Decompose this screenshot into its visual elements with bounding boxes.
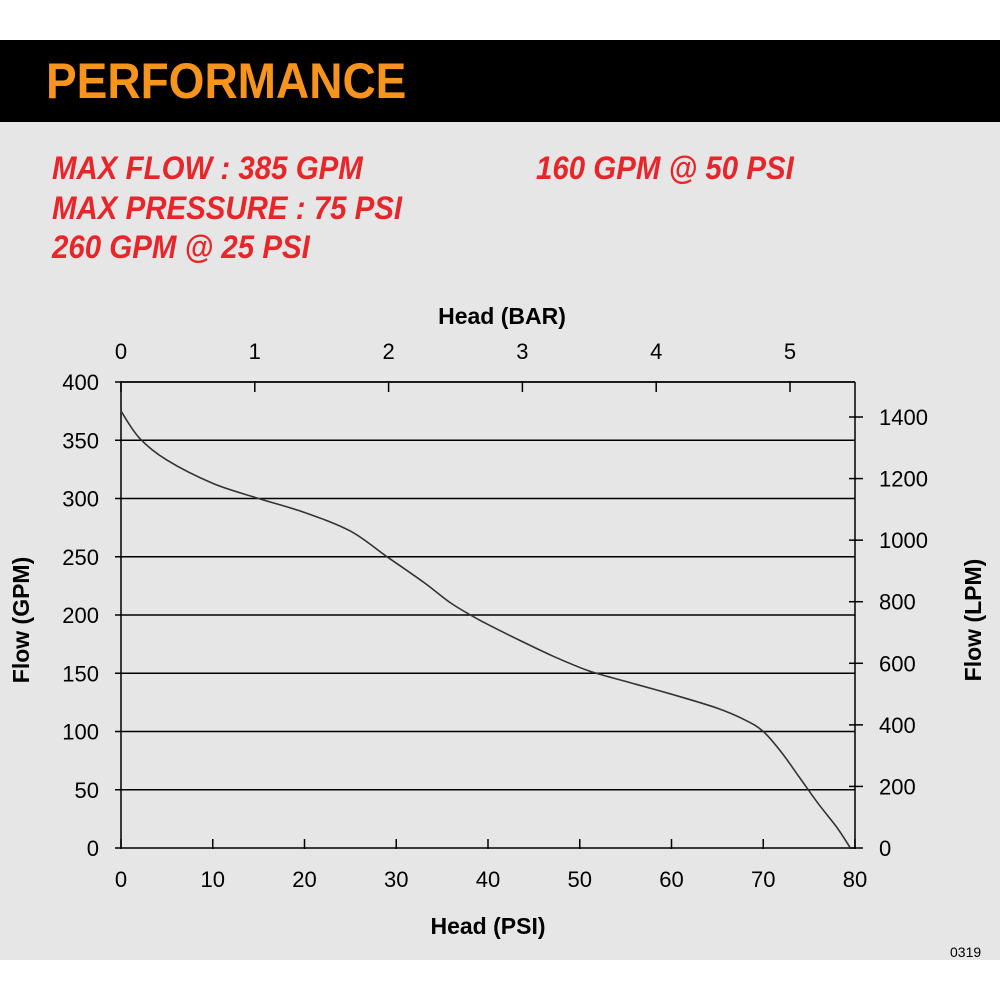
x-tick-label-40: 40 [476,867,500,892]
chart-panel [0,122,1000,960]
y2-tick-label-600: 600 [879,651,916,676]
x-tick-label-70: 70 [751,867,775,892]
y2-tick-label-1400: 1400 [879,405,928,430]
y2-tick-label-400: 400 [879,713,916,738]
y-tick-label-250: 250 [62,545,99,570]
y-tick-label-0: 0 [87,836,99,861]
y2-tick-label-200: 200 [879,774,916,799]
header-bar: PERFORMANCE [0,40,1000,122]
x2-tick-label-1: 1 [249,339,261,364]
x-tick-label-0: 0 [115,867,127,892]
x2-axis-title: Head (BAR) [438,303,566,329]
series-line-0 [120,410,852,849]
x-tick-label-60: 60 [659,867,683,892]
y2-tick-label-1000: 1000 [879,528,928,553]
y2-axis-title: Flow (LPM) [960,559,986,682]
spec-max-pressure: MAX PRESSURE : 75 PSI [52,190,403,226]
x-tick-label-10: 10 [201,867,225,892]
x2-tick-label-2: 2 [382,339,394,364]
x2-tick-label-3: 3 [516,339,528,364]
y-tick-label-50: 50 [75,778,99,803]
x-tick-label-80: 80 [843,867,867,892]
y-tick-label-400: 400 [62,370,99,395]
x-tick-label-50: 50 [568,867,592,892]
y-tick-label-200: 200 [62,603,99,628]
spec-point-50: 160 GPM @ 50 PSI [536,150,794,186]
y-axis-title: Flow (GPM) [8,557,34,683]
y-tick-label-150: 150 [62,661,99,686]
y2-tick-label-1200: 1200 [879,467,928,492]
page-title: PERFORMANCE [46,53,407,109]
spec-max-flow: MAX FLOW : 385 GPM [52,150,363,186]
x2-tick-label-4: 4 [650,339,662,364]
y-tick-label-350: 350 [62,428,99,453]
figure-code: 0319 [950,944,982,960]
y-tick-label-100: 100 [62,720,99,745]
x2-tick-label-0: 0 [115,339,127,364]
y-tick-label-300: 300 [62,487,99,512]
x2-tick-label-5: 5 [784,339,796,364]
spec-point-25: 260 GPM @ 25 PSI [52,229,310,265]
x-tick-label-30: 30 [384,867,408,892]
x-axis-title: Head (PSI) [430,913,545,939]
x-tick-label-20: 20 [292,867,316,892]
y2-tick-label-800: 800 [879,590,916,615]
y2-tick-label-0: 0 [879,836,891,861]
